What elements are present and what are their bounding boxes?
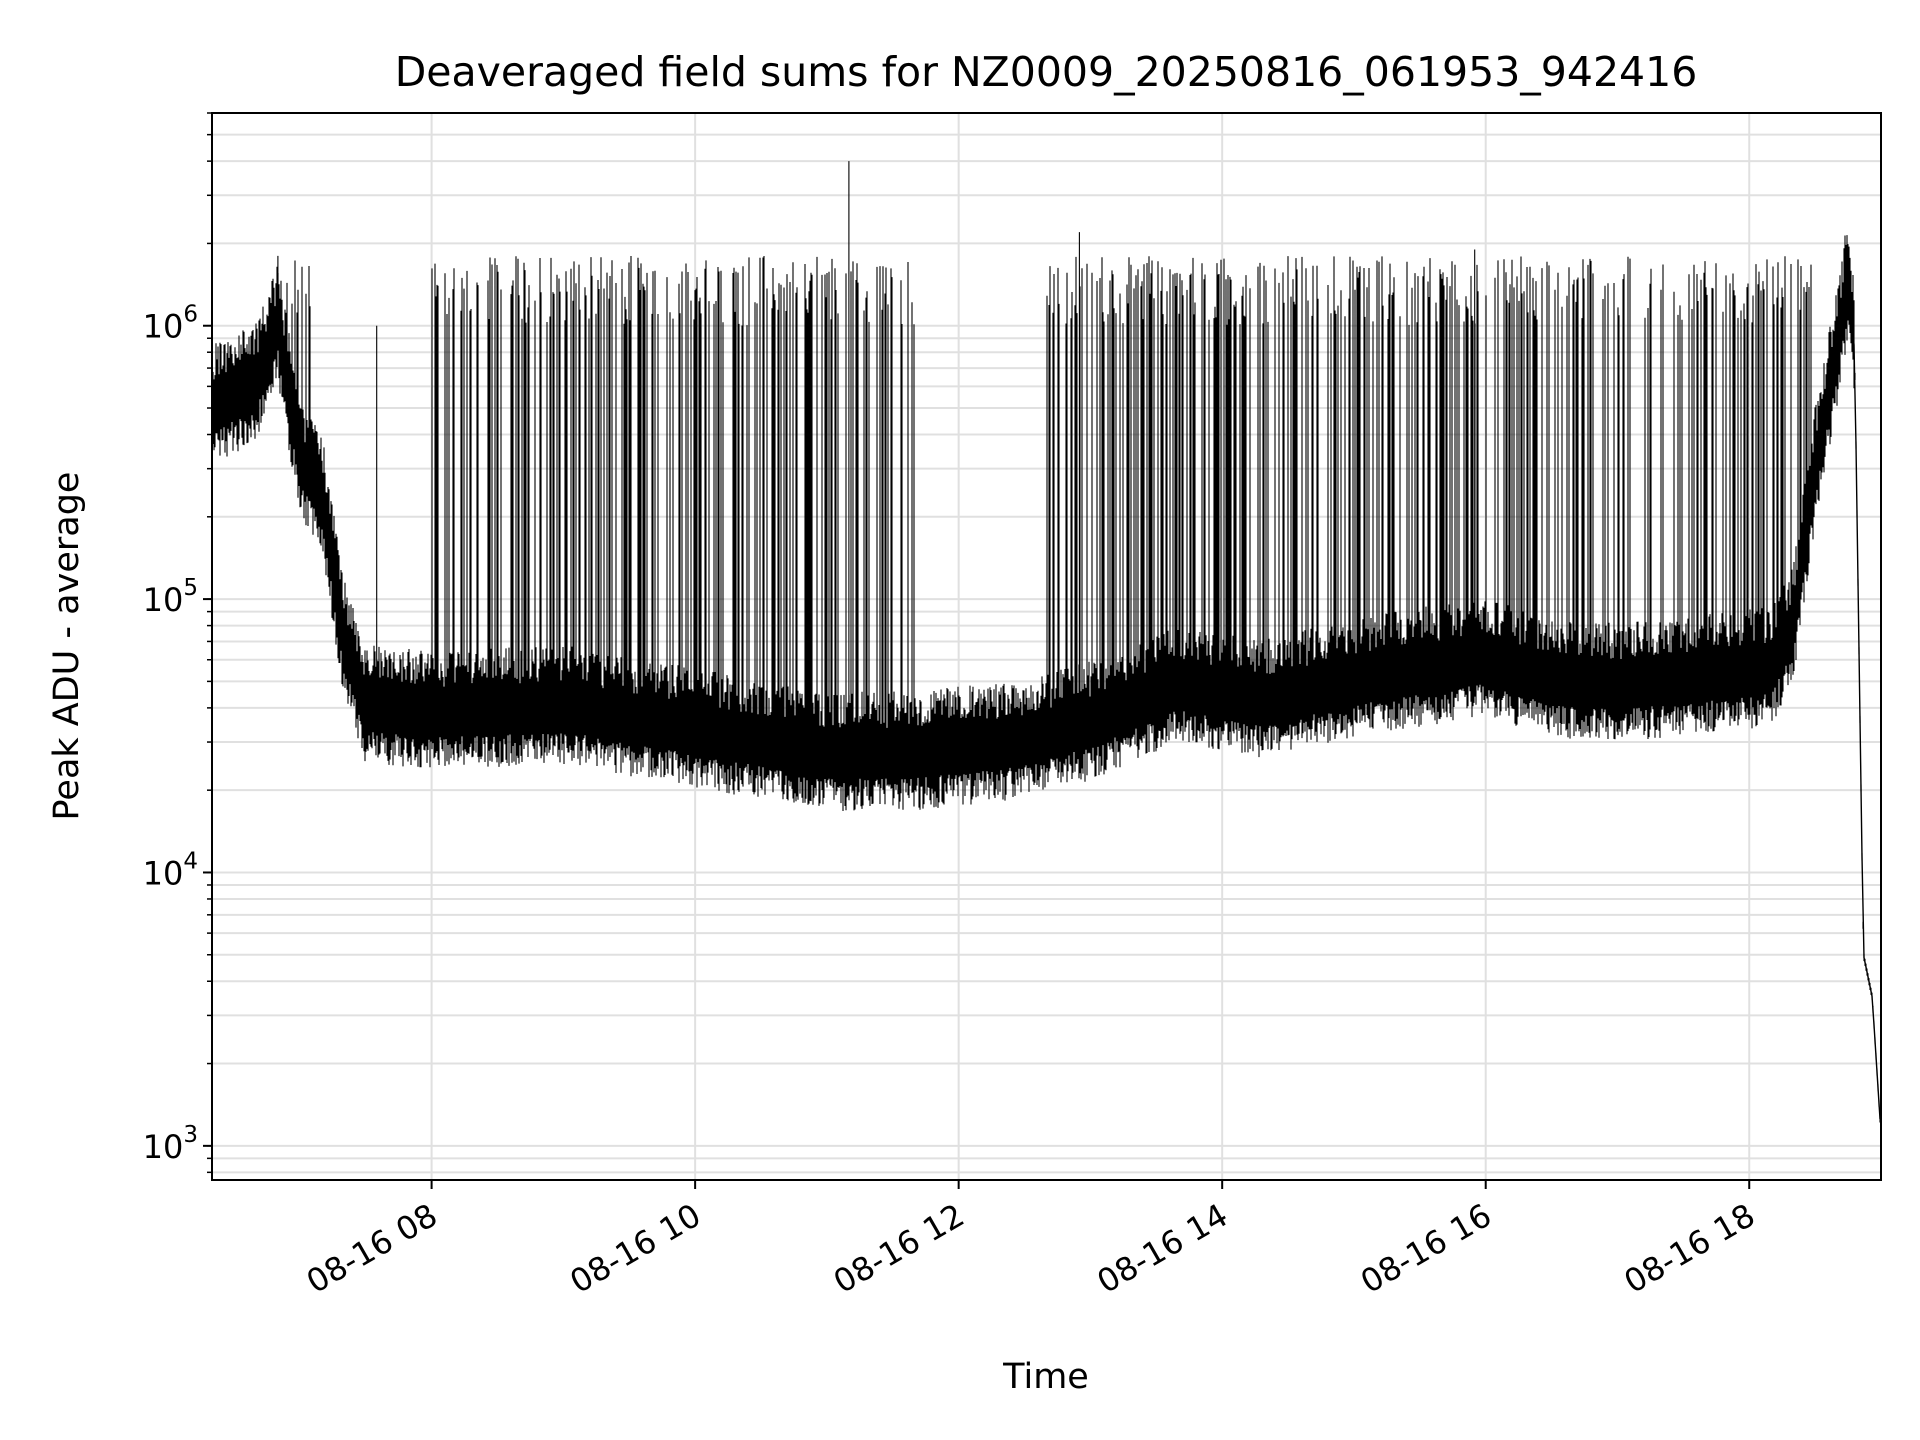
x-tick-label: 08-16 12 <box>827 1196 971 1301</box>
x-tick-label: 08-16 14 <box>1091 1196 1235 1301</box>
series <box>212 161 1881 1139</box>
chart-title: Deaveraged field sums for NZ0009_2025081… <box>395 48 1698 96</box>
x-axis-label: Time <box>1002 1357 1089 1397</box>
x-tick-label: 08-16 18 <box>1618 1196 1762 1301</box>
x-tick-label: 08-16 08 <box>300 1196 444 1301</box>
y-tick-label: 103 <box>143 1122 198 1166</box>
series-line <box>212 161 1881 1139</box>
plot-frame <box>211 112 1882 1181</box>
x-tick-label: 08-16 16 <box>1354 1196 1498 1301</box>
y-tick-label: 106 <box>143 302 198 346</box>
y-tick-label: 104 <box>143 848 198 892</box>
y-axis-label: Peak ADU - average <box>47 472 87 821</box>
y-tick-label: 105 <box>143 575 198 619</box>
x-tick-label: 08-16 10 <box>564 1196 708 1301</box>
series-trend-line <box>212 277 1881 1119</box>
